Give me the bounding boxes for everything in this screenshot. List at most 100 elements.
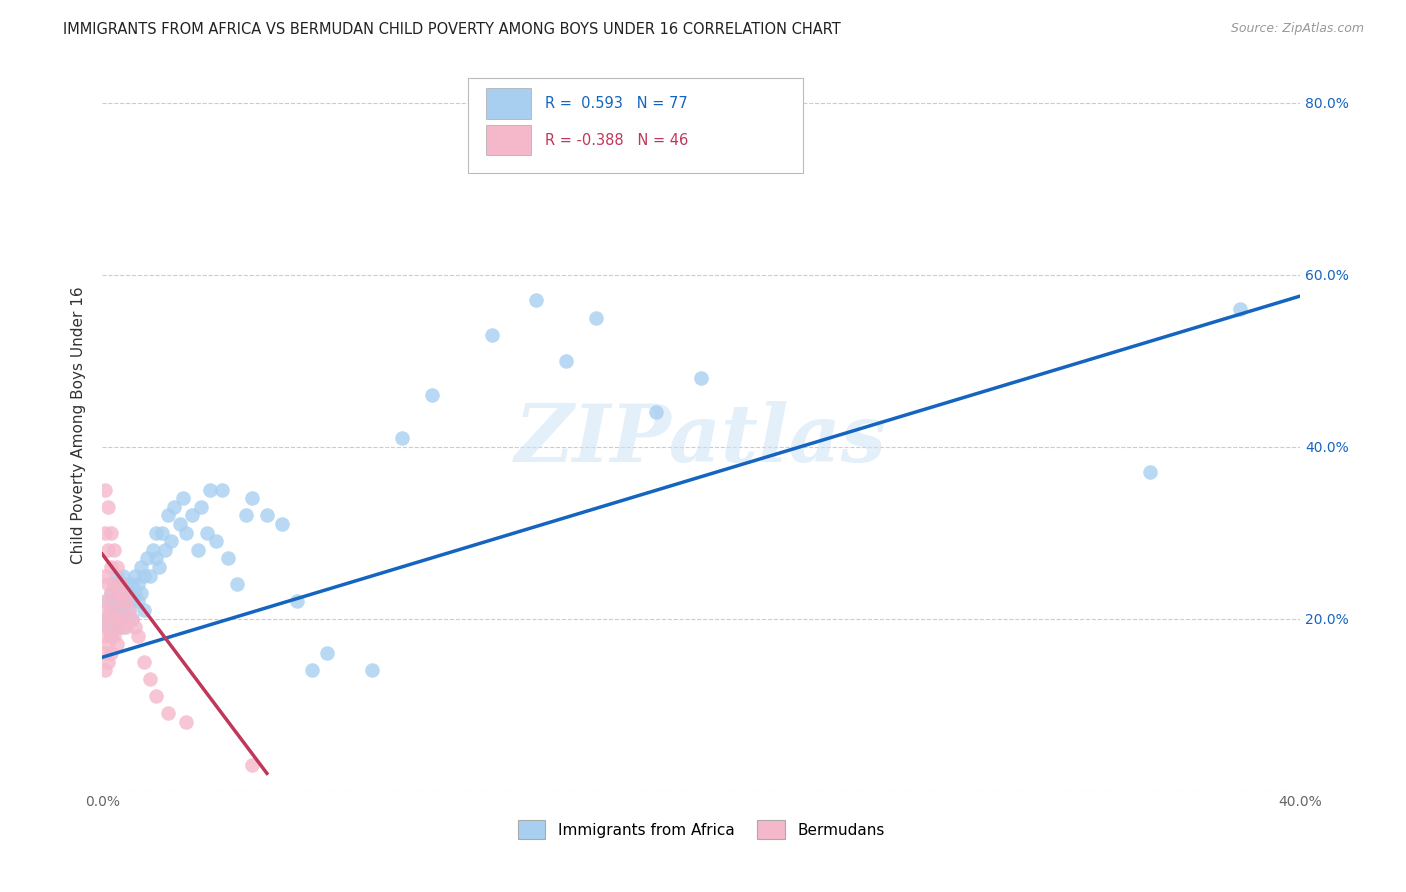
Point xyxy=(240,757,263,772)
Point xyxy=(1139,466,1161,480)
Point xyxy=(195,525,218,540)
Point xyxy=(97,603,120,617)
Point xyxy=(172,491,194,506)
Point xyxy=(112,586,135,600)
Point xyxy=(94,525,117,540)
Point xyxy=(100,646,122,660)
Point xyxy=(121,577,143,591)
Point xyxy=(105,611,128,625)
Point xyxy=(115,611,138,625)
Point xyxy=(160,534,183,549)
Point xyxy=(270,516,292,531)
Point xyxy=(108,577,131,591)
Point xyxy=(121,611,143,625)
Text: R = -0.388   N = 46: R = -0.388 N = 46 xyxy=(546,133,689,147)
Point xyxy=(115,620,138,634)
Point xyxy=(124,620,146,634)
Point xyxy=(115,594,138,608)
Text: ZIPatlas: ZIPatlas xyxy=(515,401,887,478)
Point xyxy=(145,551,167,566)
Point xyxy=(94,611,117,625)
Point xyxy=(112,603,135,617)
Point xyxy=(285,594,308,608)
Point xyxy=(112,586,135,600)
Point xyxy=(169,516,191,531)
Text: Source: ZipAtlas.com: Source: ZipAtlas.com xyxy=(1230,22,1364,36)
Point xyxy=(157,508,180,523)
Point xyxy=(148,560,170,574)
Point xyxy=(97,542,120,557)
Point xyxy=(301,663,323,677)
Point xyxy=(163,500,186,514)
Point xyxy=(94,663,117,677)
Point xyxy=(315,646,337,660)
Point xyxy=(205,534,228,549)
Point xyxy=(97,500,120,514)
Point xyxy=(105,637,128,651)
Point xyxy=(157,706,180,721)
Point xyxy=(105,603,128,617)
Point xyxy=(97,594,120,608)
Point xyxy=(94,611,117,625)
Point xyxy=(134,568,156,582)
Point xyxy=(174,525,197,540)
Point xyxy=(112,611,135,625)
Point xyxy=(139,672,162,686)
Point xyxy=(127,594,149,608)
Point xyxy=(108,594,131,608)
Point xyxy=(118,586,141,600)
Text: R =  0.593   N = 77: R = 0.593 N = 77 xyxy=(546,96,688,111)
Point xyxy=(103,542,125,557)
Point xyxy=(105,568,128,582)
Point xyxy=(100,586,122,600)
Point xyxy=(103,594,125,608)
Point xyxy=(145,525,167,540)
Point xyxy=(97,620,120,634)
Point xyxy=(360,663,382,677)
Point xyxy=(108,577,131,591)
Text: IMMIGRANTS FROM AFRICA VS BERMUDAN CHILD POVERTY AMONG BOYS UNDER 16 CORRELATION: IMMIGRANTS FROM AFRICA VS BERMUDAN CHILD… xyxy=(63,22,841,37)
Point xyxy=(94,568,117,582)
Point xyxy=(153,542,176,557)
Point xyxy=(115,594,138,608)
Point xyxy=(100,586,122,600)
Point xyxy=(97,655,120,669)
Point xyxy=(105,560,128,574)
FancyBboxPatch shape xyxy=(485,88,531,119)
Point xyxy=(108,594,131,608)
Point xyxy=(129,560,152,574)
Point xyxy=(217,551,239,566)
Point xyxy=(139,568,162,582)
Point xyxy=(118,603,141,617)
Point xyxy=(108,611,131,625)
Point xyxy=(105,620,128,634)
Point xyxy=(142,542,165,557)
FancyBboxPatch shape xyxy=(485,125,531,155)
Point xyxy=(112,568,135,582)
Point xyxy=(134,655,156,669)
Point xyxy=(115,577,138,591)
Point xyxy=(94,646,117,660)
Point xyxy=(134,603,156,617)
Point xyxy=(1229,301,1251,316)
Point xyxy=(94,483,117,497)
Point xyxy=(181,508,204,523)
Point xyxy=(124,586,146,600)
Point xyxy=(226,577,249,591)
Point xyxy=(105,586,128,600)
Point xyxy=(585,310,607,325)
Point xyxy=(100,629,122,643)
FancyBboxPatch shape xyxy=(468,78,803,173)
Point xyxy=(150,525,173,540)
Point xyxy=(121,611,143,625)
Point xyxy=(145,689,167,703)
Point xyxy=(112,620,135,634)
Point xyxy=(127,577,149,591)
Point xyxy=(100,629,122,643)
Point xyxy=(211,483,233,497)
Point xyxy=(129,586,152,600)
Point xyxy=(240,491,263,506)
Point xyxy=(103,629,125,643)
Point xyxy=(100,525,122,540)
Point xyxy=(118,603,141,617)
